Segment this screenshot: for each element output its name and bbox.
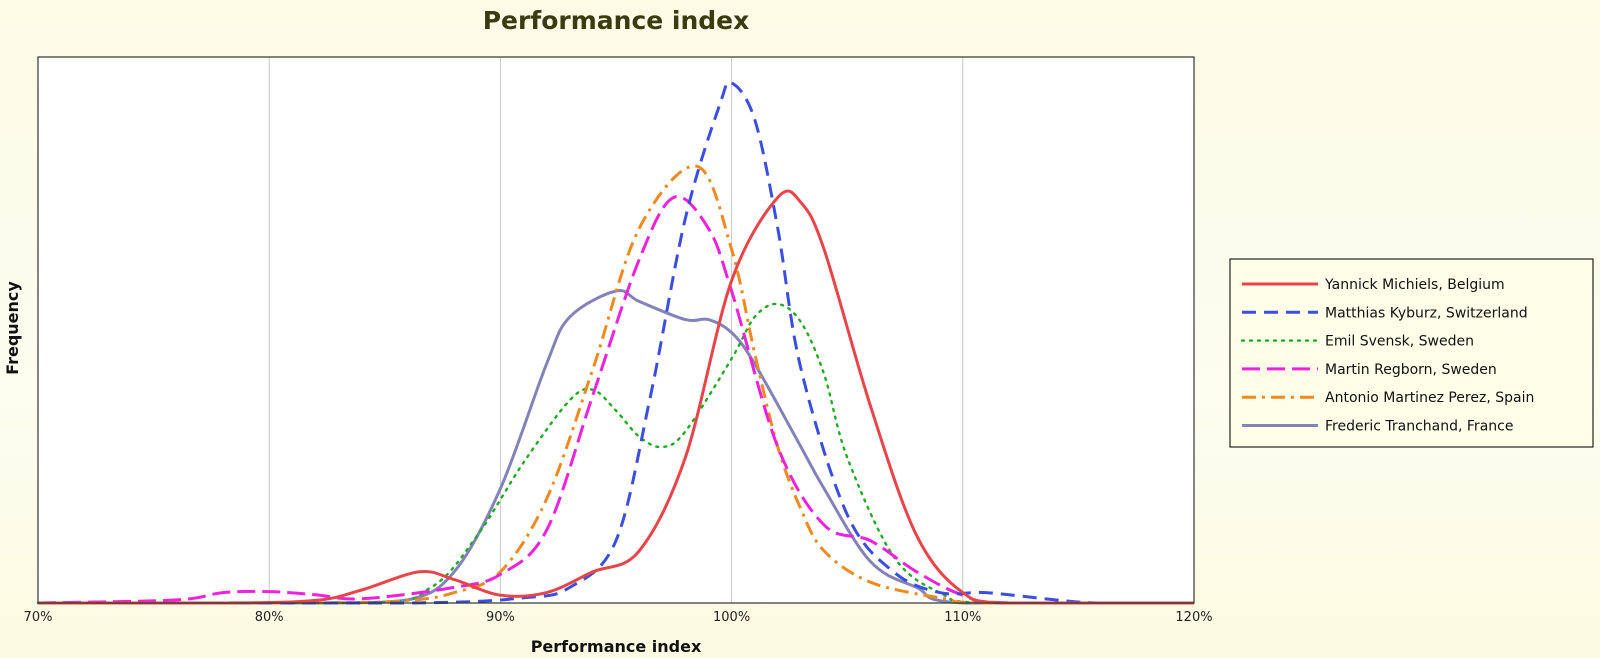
x-tick-label: 80% <box>255 610 284 625</box>
legend-entry: Yannick Michiels, Belgium <box>1324 277 1505 293</box>
x-tick-labels: 70% 80% 90% 100% 110% 120% <box>24 610 1213 625</box>
legend-entry: Martin Regborn, Sweden <box>1325 362 1497 378</box>
x-tick-label: 100% <box>713 610 750 625</box>
y-axis-label: Frequency <box>3 281 22 375</box>
legend-entry: Emil Svensk, Sweden <box>1325 334 1474 350</box>
legend-entry: Frederic Tranchand, France <box>1325 419 1513 435</box>
x-tick-label: 110% <box>944 610 981 625</box>
x-tick-label: 90% <box>486 610 515 625</box>
chart-title: Performance index <box>483 6 750 35</box>
plot-area <box>38 57 1194 603</box>
legend: Yannick Michiels, Belgium Matthias Kyburz… <box>1230 259 1593 447</box>
x-tick-label: 120% <box>1175 610 1212 625</box>
legend-entry: Antonio Martinez Perez, Spain <box>1325 390 1534 406</box>
legend-entry: Matthias Kyburz, Switzerland <box>1325 305 1528 321</box>
x-axis-label: Performance index <box>531 637 702 656</box>
x-tick-label: 70% <box>24 610 53 625</box>
